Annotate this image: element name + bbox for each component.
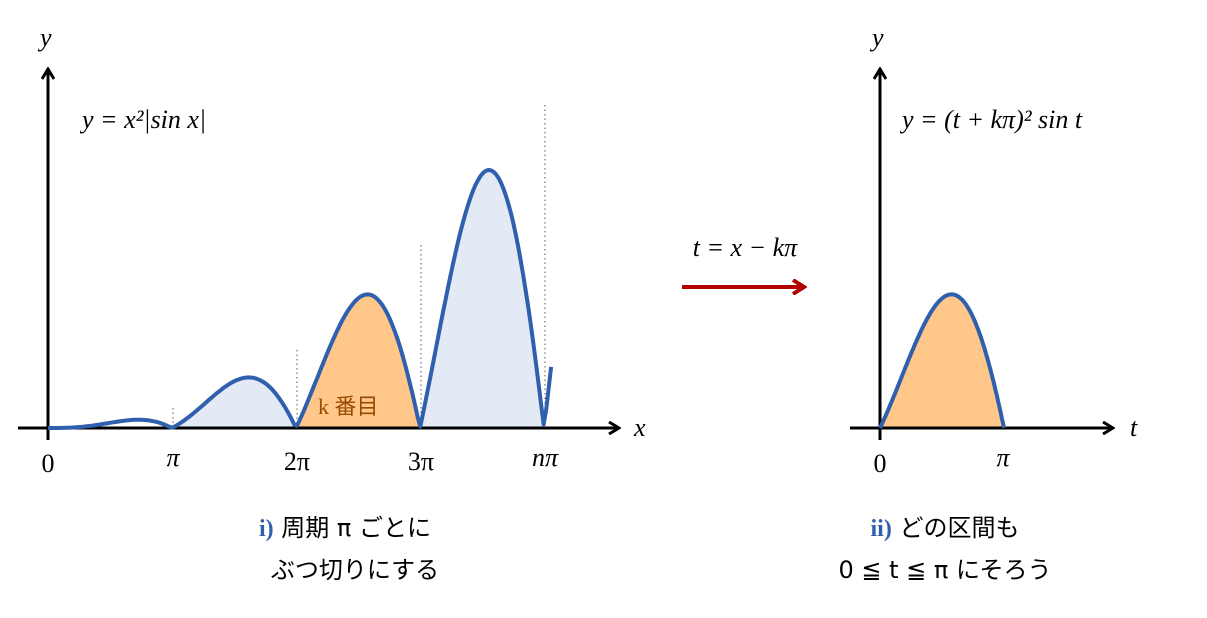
equation: y = x²|sin x|	[79, 105, 206, 134]
caption: 0 ≦ t ≦ π にそろう	[838, 556, 1051, 584]
caption-text: どの区間も	[899, 514, 1019, 542]
tick-label: 0	[42, 449, 55, 478]
left-plot: y x y = x²|sin x| 0 π 2π 3π nπ k 番目 i) 周…	[18, 23, 646, 584]
curve	[48, 168, 554, 430]
equation: y = (t + kπ)² sin t	[899, 105, 1083, 134]
axis-label: t	[1130, 413, 1138, 442]
caption: i) 周期 π ごとに	[259, 514, 431, 542]
tick-label: nπ	[532, 443, 559, 472]
caption: ぶつ切りにする	[271, 556, 439, 584]
caption-number: i)	[259, 516, 274, 542]
right-plot: y t y = (t + kπ)² sin t 0 π ii) どの区間も 0 …	[838, 23, 1138, 584]
area-highlight	[296, 294, 420, 428]
tick-label: 0	[874, 449, 887, 478]
axis-label: y	[869, 23, 884, 52]
highlight-label: k 番目	[318, 394, 379, 419]
curve	[878, 292, 1006, 429]
caption: ii) どの区間も	[871, 514, 1020, 542]
transform-label: t = x − kπ	[693, 233, 798, 262]
tick-label: 3π	[408, 447, 434, 476]
axis-label: x	[633, 413, 646, 442]
tick-label: 2π	[284, 447, 310, 476]
area-highlight	[880, 294, 1004, 428]
tick-label: π	[166, 443, 180, 472]
axis-label: y	[37, 23, 52, 52]
tick-label: π	[996, 443, 1010, 472]
caption-text: 周期 π ごとに	[281, 514, 431, 542]
caption-number: ii)	[871, 516, 892, 542]
